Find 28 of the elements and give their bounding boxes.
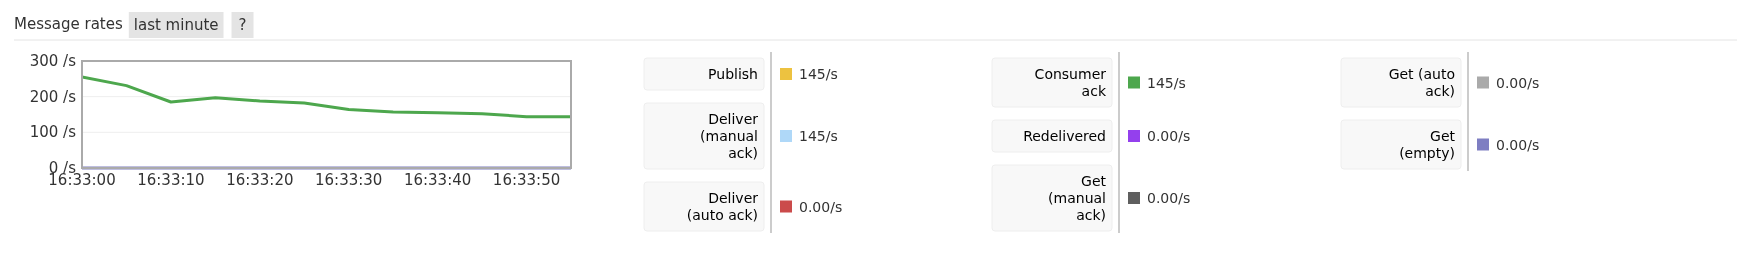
x-tick-label: 16:33:10 [137,171,205,189]
legend-entry: Get (auto ack) 0.00/s [1340,57,1540,108]
x-tick-label: 16:33:40 [403,171,472,189]
legend-entry: Deliver (manual ack) 145/s [643,102,838,170]
legend-entry: Redelivered 0.00/s [991,119,1191,153]
x-tick-label: 16:33:20 [226,171,294,189]
legend-label: Deliver (manual ack) [700,111,759,161]
legend-label: Get (manual ack) [1048,173,1107,223]
x-tick-label: 16:33:30 [315,171,383,189]
y-tick-label: 100 /s [29,123,77,142]
legend-label: Publish [708,66,758,82]
x-tick-label: 16:33:50 [492,171,561,189]
legend-label: Redelivered [1023,128,1106,144]
legend-label: Consumer ack [1034,66,1107,99]
legend-label: Deliver (auto ack) [686,190,759,223]
chart-title: Message rates [14,15,123,33]
chart-subtitle: last minute [133,16,219,34]
legend-label: Get (empty) [1399,128,1456,161]
y-tick-label: 300 /s [29,52,77,70]
text: ? [238,16,247,34]
line-series [82,75,571,119]
legend-entry: Get (empty) 0.00/s [1340,119,1540,170]
legend-entry: Get (manual ack) 0.00/s [991,164,1191,232]
y-tick-label: 200 /s [29,87,77,106]
legend-label: Get (auto ack) [1388,66,1455,99]
legend-entry: Publish 145/s [643,57,838,91]
legend-entry: Deliver (auto ack) 0.00/s [643,181,843,232]
legend-entry: Consumer ack 145/s [991,57,1186,108]
